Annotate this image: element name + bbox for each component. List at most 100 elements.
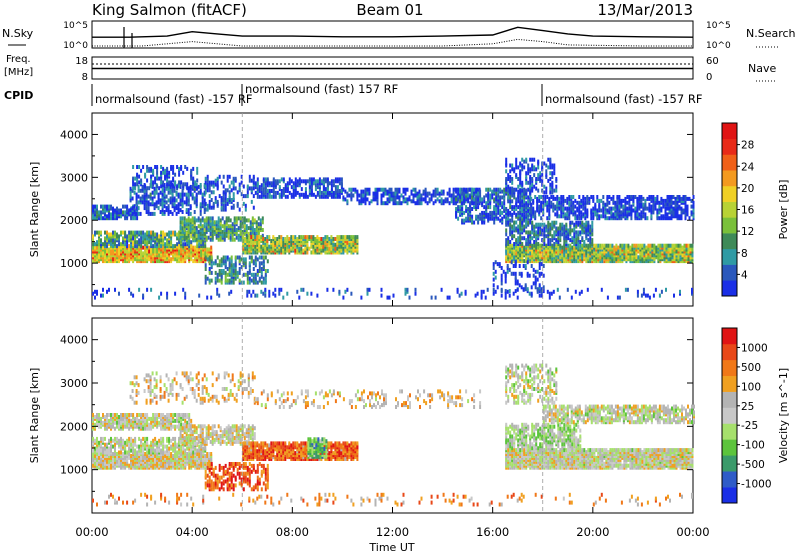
heatmap-cell bbox=[171, 192, 174, 197]
heatmap-cell bbox=[160, 165, 163, 169]
heatmap-cell bbox=[509, 222, 512, 227]
heatmap-cell bbox=[195, 218, 198, 223]
heatmap-cell bbox=[222, 255, 225, 260]
heatmap-cell bbox=[497, 205, 500, 210]
heatmap-cell bbox=[513, 193, 516, 198]
heatmap-cell bbox=[386, 189, 389, 194]
heatmap-cell bbox=[574, 216, 577, 221]
heatmap-cell bbox=[555, 243, 558, 248]
heatmap-cell bbox=[156, 259, 159, 264]
heatmap-cell bbox=[531, 182, 534, 187]
heatmap-cell bbox=[521, 208, 524, 213]
heatmap-cell bbox=[286, 239, 289, 243]
heatmap-cell bbox=[519, 180, 522, 185]
heatmap-cell bbox=[573, 222, 576, 227]
heatmap-cell bbox=[641, 249, 644, 254]
heatmap-cell bbox=[632, 208, 635, 213]
heatmap-cell bbox=[203, 228, 206, 232]
heatmap-cell bbox=[92, 259, 94, 264]
heatmap-cell bbox=[652, 208, 655, 213]
heatmap-cell bbox=[177, 202, 180, 207]
heatmap-cell bbox=[541, 188, 544, 193]
heatmap-cell bbox=[336, 250, 339, 255]
heatmap-cell bbox=[220, 180, 223, 185]
heatmap-cell bbox=[569, 243, 572, 248]
heatmap-cell bbox=[511, 199, 514, 204]
heatmap-cell bbox=[191, 192, 194, 197]
heatmap-cell bbox=[312, 181, 315, 186]
heatmap-cell bbox=[280, 192, 283, 197]
heatmap-cell bbox=[210, 190, 213, 195]
heatmap-cell bbox=[143, 194, 146, 199]
heatmap-cell bbox=[288, 190, 291, 195]
heatmap-cell bbox=[237, 233, 240, 238]
heatmap-cell bbox=[664, 202, 667, 207]
heatmap-cell bbox=[527, 257, 530, 262]
heatmap-cell bbox=[602, 214, 605, 219]
heatmap-cell bbox=[222, 184, 225, 189]
heatmap-cell bbox=[410, 199, 413, 204]
heatmap-cell bbox=[618, 198, 621, 203]
heatmap-cell bbox=[589, 257, 592, 262]
heatmap-cell bbox=[531, 243, 534, 248]
heatmap-cell bbox=[660, 196, 663, 201]
heatmap-cell bbox=[206, 174, 209, 179]
heatmap-cell bbox=[186, 186, 189, 191]
heatmap-cell bbox=[251, 216, 254, 221]
heatmap-cell bbox=[686, 212, 689, 217]
heatmap-cell bbox=[92, 234, 94, 239]
heatmap-cell bbox=[324, 177, 327, 182]
heatmap-cell bbox=[160, 230, 163, 235]
heatmap-cell bbox=[539, 253, 542, 258]
heatmap-cell bbox=[262, 280, 265, 285]
cpid-label: CPID bbox=[4, 89, 33, 102]
heatmap-cell bbox=[114, 208, 116, 213]
heatmap-cell bbox=[569, 220, 572, 225]
heatmap-cell bbox=[210, 198, 213, 202]
heatmap-cell bbox=[626, 206, 629, 211]
heatmap-cell bbox=[328, 246, 331, 251]
heatmap-cell bbox=[631, 247, 634, 252]
heatmap-cell bbox=[527, 234, 530, 239]
heatmap-cell bbox=[132, 165, 135, 169]
heatmap-cell bbox=[544, 195, 547, 199]
heatmap-cell bbox=[252, 205, 255, 210]
heatmap-cell bbox=[541, 228, 544, 233]
heatmap-cell bbox=[346, 191, 349, 196]
heatmap-cell bbox=[467, 212, 470, 217]
heatmap-cell bbox=[278, 185, 281, 190]
heatmap-cell bbox=[577, 230, 580, 235]
heatmap-cell bbox=[128, 208, 131, 213]
nave-tick-high: 60 bbox=[706, 56, 719, 67]
heatmap-cell bbox=[278, 192, 281, 197]
heatmap-cell bbox=[370, 199, 373, 204]
heatmap-cell bbox=[152, 168, 155, 173]
heatmap-cell bbox=[692, 195, 695, 199]
heatmap-cell bbox=[300, 246, 303, 251]
heatmap-cell bbox=[581, 236, 584, 241]
heatmap-cell bbox=[181, 210, 184, 214]
heatmap-cell bbox=[256, 280, 259, 285]
heatmap-cell bbox=[118, 242, 120, 247]
heatmap-cell bbox=[153, 211, 156, 216]
heatmap-cell bbox=[596, 198, 599, 203]
heatmap-cell bbox=[149, 211, 152, 216]
heatmap-cell bbox=[578, 216, 581, 221]
heatmap-cell bbox=[102, 242, 104, 247]
heatmap-cell bbox=[232, 203, 235, 208]
heatmap-cell bbox=[230, 205, 233, 210]
heatmap-cell bbox=[517, 236, 520, 241]
heatmap-cell bbox=[580, 210, 583, 215]
heatmap-cell bbox=[328, 181, 331, 186]
heatmap-cell bbox=[568, 216, 571, 221]
heatmap-cell bbox=[382, 191, 385, 196]
heatmap-cell bbox=[192, 166, 195, 171]
date-title: 13/Mar/2013 bbox=[597, 1, 693, 19]
heatmap-cell bbox=[106, 234, 108, 239]
heatmap-cell bbox=[344, 235, 347, 240]
heatmap-cell bbox=[278, 179, 281, 184]
heatmap-cell bbox=[551, 257, 554, 262]
heatmap-cell bbox=[476, 187, 479, 192]
heatmap-cell bbox=[501, 189, 504, 194]
heatmap-cell bbox=[430, 197, 433, 202]
